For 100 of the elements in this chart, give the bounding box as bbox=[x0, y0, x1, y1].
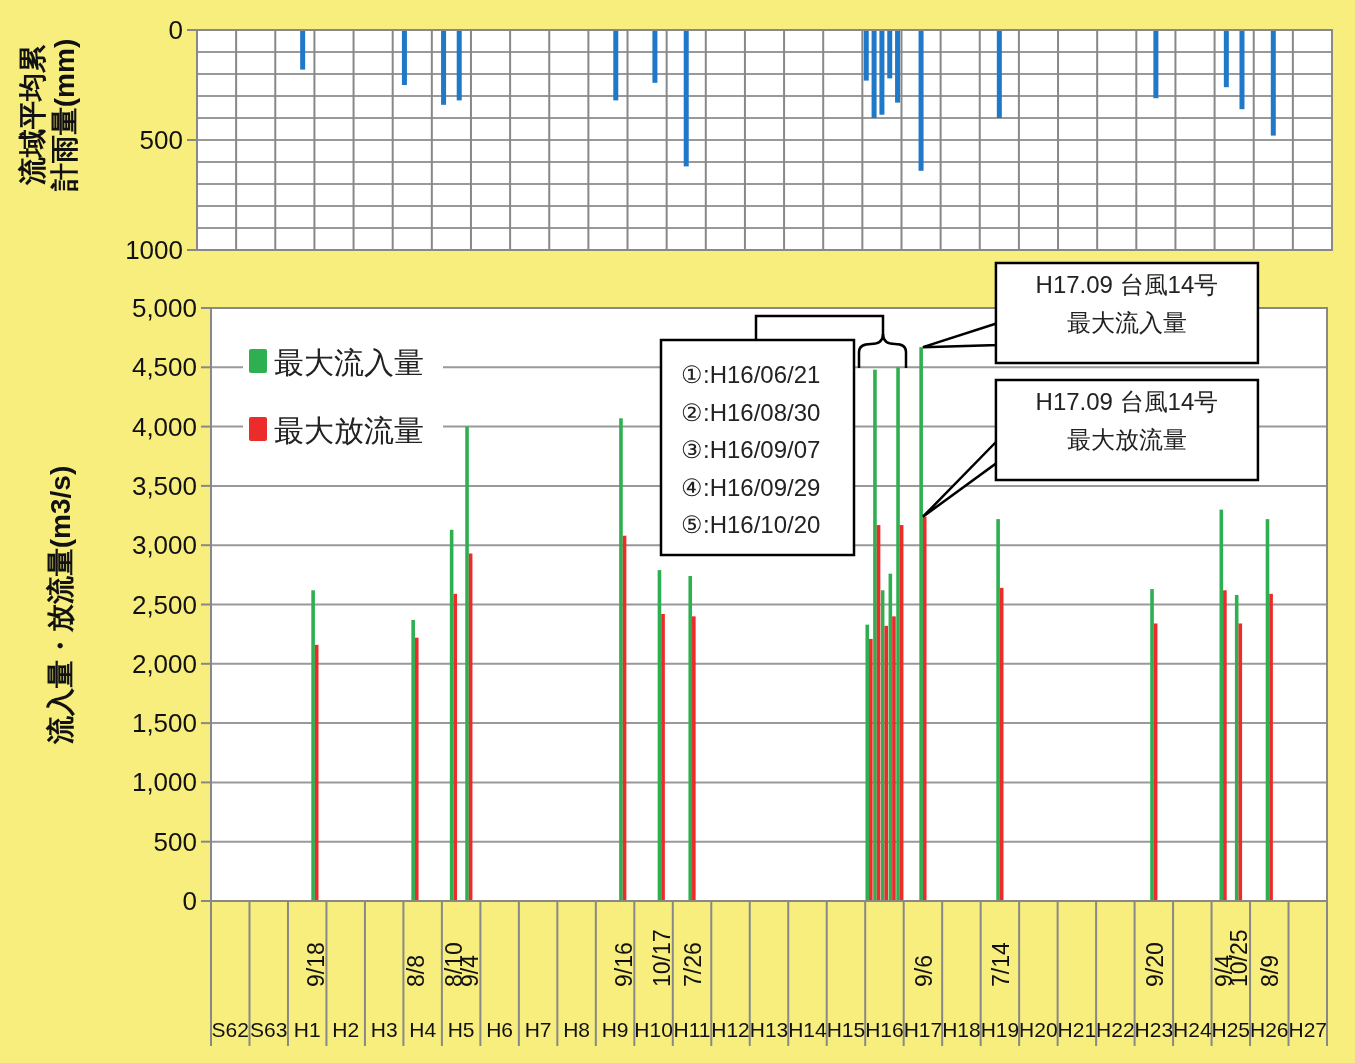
bar bbox=[300, 30, 306, 70]
bar bbox=[919, 347, 923, 901]
bar bbox=[918, 30, 924, 171]
bar bbox=[411, 619, 415, 901]
legend-label: 最大流入量 bbox=[274, 346, 424, 379]
bar bbox=[465, 426, 469, 901]
text: H18 bbox=[942, 1018, 981, 1041]
text: S63 bbox=[250, 1018, 288, 1041]
bar bbox=[1270, 30, 1276, 136]
y-tick-label: 2,000 bbox=[131, 648, 197, 679]
bar bbox=[414, 637, 419, 901]
text: H21 bbox=[1057, 1018, 1097, 1041]
bar bbox=[1269, 593, 1273, 901]
annotation: H17.09 台風14号最大放流量 bbox=[1035, 388, 1219, 453]
bar bbox=[652, 30, 658, 83]
bar bbox=[453, 593, 458, 901]
bar bbox=[896, 367, 900, 901]
text: H16 bbox=[865, 1018, 904, 1041]
text: H1 bbox=[293, 1018, 321, 1041]
y-tick-label: 500 bbox=[139, 125, 183, 155]
bar bbox=[311, 590, 315, 901]
text: H12 bbox=[711, 1018, 750, 1041]
text: H20 bbox=[1019, 1018, 1058, 1041]
y-tick-label: 3,000 bbox=[131, 530, 197, 561]
bar bbox=[865, 624, 870, 901]
text: H22 bbox=[1096, 1018, 1135, 1041]
y-tick-label: 3,500 bbox=[131, 470, 197, 501]
text: H10 bbox=[634, 1018, 673, 1041]
text: H19 bbox=[980, 1018, 1020, 1041]
text: H24 bbox=[1173, 1018, 1212, 1041]
x-tick-label: 7/14 bbox=[987, 942, 1014, 987]
text: H2 bbox=[332, 1018, 360, 1041]
x-tick-label: 9/6 bbox=[910, 955, 937, 987]
x-tick-label: 8/8 bbox=[402, 955, 429, 987]
bar bbox=[688, 576, 693, 901]
bar bbox=[314, 644, 319, 901]
y-tick-label: 4,000 bbox=[131, 411, 197, 442]
bar bbox=[895, 30, 901, 103]
y-tick-label: 1,500 bbox=[131, 708, 197, 739]
bar bbox=[873, 369, 877, 901]
text: H11 bbox=[673, 1018, 711, 1041]
legend-label: 最大放流量 bbox=[274, 414, 424, 447]
bar bbox=[1239, 30, 1245, 110]
x-tick-label: 9/16 bbox=[610, 942, 637, 987]
y-axis-title: 流入量・放流量(m3/s) bbox=[45, 465, 76, 746]
annotation: H17.09 台風14号最大流入量 bbox=[1035, 271, 1219, 336]
bar bbox=[892, 616, 896, 901]
bar bbox=[692, 616, 696, 901]
text: H27 bbox=[1288, 1018, 1328, 1041]
bar bbox=[869, 638, 873, 901]
bar bbox=[996, 30, 1002, 118]
x-tick-label: 7/26 bbox=[680, 942, 707, 987]
bar bbox=[456, 30, 462, 101]
bar bbox=[1223, 590, 1227, 901]
text: H14 bbox=[788, 1018, 828, 1041]
text: H5 bbox=[447, 1018, 475, 1041]
bar bbox=[1223, 30, 1229, 88]
text: H7 bbox=[524, 1018, 552, 1041]
bar bbox=[683, 30, 689, 167]
text: H17 bbox=[903, 1018, 943, 1041]
x-tick-label: 9/18 bbox=[302, 942, 329, 987]
y-tick-label: 5,000 bbox=[131, 293, 197, 323]
bar bbox=[613, 30, 619, 101]
bar bbox=[401, 30, 407, 85]
y-tick-label: 500 bbox=[153, 826, 197, 857]
x-tick-label: 9/20 bbox=[1141, 942, 1168, 987]
text: H23 bbox=[1134, 1018, 1174, 1041]
y-axis-title: 流域平均累計雨量(mm) bbox=[17, 38, 80, 193]
bar bbox=[871, 30, 877, 118]
x-tick-label: 10/17 bbox=[649, 929, 676, 987]
text: H26 bbox=[1250, 1018, 1289, 1041]
bar bbox=[879, 30, 885, 115]
bar bbox=[1153, 30, 1159, 99]
y-tick-label: 0 bbox=[168, 15, 183, 45]
bar bbox=[887, 30, 893, 79]
y-tick-label: 2,500 bbox=[131, 589, 197, 620]
y-tick-label: 1,000 bbox=[131, 767, 197, 798]
text: H13 bbox=[749, 1018, 789, 1041]
text: H3 bbox=[370, 1018, 398, 1041]
bar bbox=[863, 30, 869, 81]
annotation: ①:H16/06/21 ②:H16/08/30 ③:H16/09/07 ④:H16/09/29 ⑤:H16/10/20 bbox=[681, 361, 821, 538]
text: H6 bbox=[486, 1018, 514, 1041]
bar bbox=[619, 418, 623, 901]
text: H25 bbox=[1211, 1018, 1251, 1041]
bar bbox=[661, 613, 665, 901]
text: H9 bbox=[601, 1018, 629, 1041]
y-tick-label: 0 bbox=[182, 886, 197, 916]
bar bbox=[922, 516, 927, 901]
text: H4 bbox=[409, 1018, 437, 1041]
y-tick-label: 4,500 bbox=[131, 352, 197, 383]
bar bbox=[996, 519, 1000, 901]
bar bbox=[884, 625, 889, 901]
text: H8 bbox=[563, 1018, 591, 1041]
x-tick-label: 8/9 bbox=[1257, 955, 1284, 987]
bar bbox=[1238, 623, 1243, 901]
bar bbox=[1150, 589, 1154, 901]
bar bbox=[1219, 509, 1224, 901]
y-tick-label: 1000 bbox=[125, 235, 183, 265]
bar bbox=[441, 30, 447, 105]
text: H15 bbox=[826, 1018, 866, 1041]
